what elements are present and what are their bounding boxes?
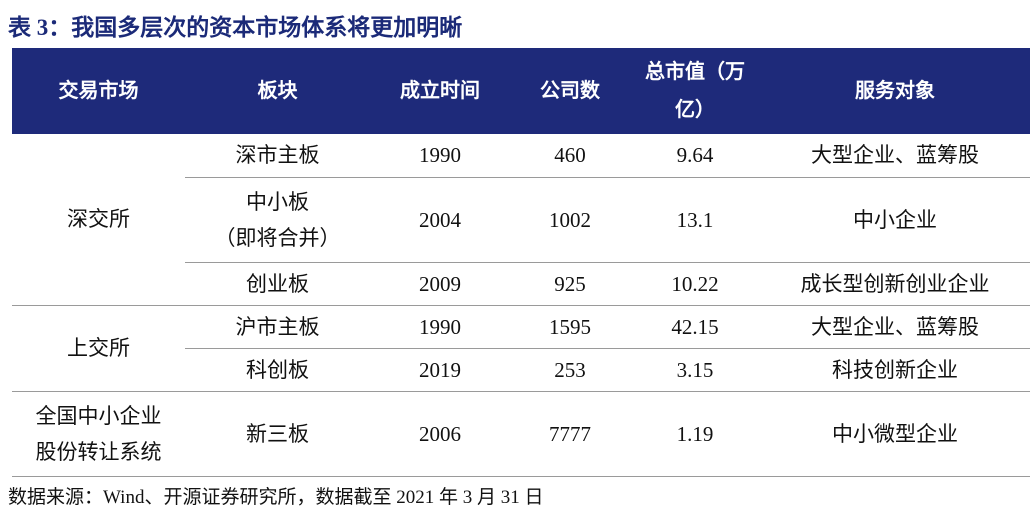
table-cell: 大型企业、蓝筹股 [760,134,1030,178]
table-row: 中小板 （即将合并） 2004 1002 13.1 中小企业 [12,177,1030,263]
table-row: 深交所 深市主板 1990 460 9.64 大型企业、蓝筹股 [12,134,1030,306]
table-cell: 1990 [370,305,510,349]
header-cell: 总市值（万 亿） [630,48,760,134]
table-cell: 创业板 [185,262,370,306]
table-cell: 7777 [510,391,630,477]
table-cell: 科创板 [185,348,370,392]
table-row: 科创板 2019 253 3.15 科技创新企业 [12,348,1030,392]
market-cell: 全国中小企业 股份转让系统 [12,391,185,477]
table-cell: 中小微型企业 [760,391,1030,477]
table-cell: 460 [510,134,630,178]
table-cell: 2009 [370,262,510,306]
table-title: 表 3：我国多层次的资本市场体系将更加明晰 [8,15,463,40]
table-cell: 大型企业、蓝筹股 [760,305,1030,349]
header-row: 交易市场 板块 成立时间 公司数 总市值（万 亿） 服务对象 [12,48,1030,134]
table-cell: 成长型创新创业企业 [760,262,1030,306]
table-cell: 1595 [510,305,630,349]
table-cell: 中小板 （即将合并） [185,177,370,263]
table-row: 创业板 2009 925 10.22 成长型创新创业企业 [12,262,1030,306]
source-note: 数据来源：Wind、开源证券研究所，数据截至 2021 年 3 月 31 日 [8,487,544,508]
table-cell: 深市主板 [185,134,370,178]
header-cell: 成立时间 [370,48,510,134]
table-body: 深交所 深市主板 1990 460 9.64 大型企业、蓝筹股 中小板 （即将合并） 2004… [12,134,1030,477]
table-cell: 中小企业 [760,177,1030,263]
table-cell: 10.22 [630,262,760,306]
table-row: 全国中小企业 股份转让系统 新三板 2006 7777 1.19 中小微型企业 [12,391,1030,477]
table-cell: 2006 [370,391,510,477]
table-cell: 2019 [370,348,510,392]
table-cell: 科技创新企业 [760,348,1030,392]
table-cell: 1.19 [630,391,760,477]
table-cell: 1990 [370,134,510,178]
table-cell: 1002 [510,177,630,263]
header-cell: 板块 [185,48,370,134]
table-row: 上交所 沪市主板 1990 1595 42.15 大型企业、蓝筹股 [12,305,1030,392]
table-cell: 13.1 [630,177,760,263]
market-cell: 深交所 [12,134,185,306]
table-cell: 253 [510,348,630,392]
market-cell: 上交所 [12,305,185,392]
header-cell: 公司数 [510,48,630,134]
header-cell: 服务对象 [760,48,1030,134]
table-cell: 3.15 [630,348,760,392]
market-table: 交易市场 板块 成立时间 公司数 总市值（万 亿） 服务对象 深交所 深市主板 1990 460… [12,48,1030,477]
table-cell: 新三板 [185,391,370,477]
header-cell: 交易市场 [12,48,185,134]
table-cell: 42.15 [630,305,760,349]
table-cell: 9.64 [630,134,760,178]
table-cell: 925 [510,262,630,306]
table-cell: 2004 [370,177,510,263]
table-cell: 沪市主板 [185,305,370,349]
